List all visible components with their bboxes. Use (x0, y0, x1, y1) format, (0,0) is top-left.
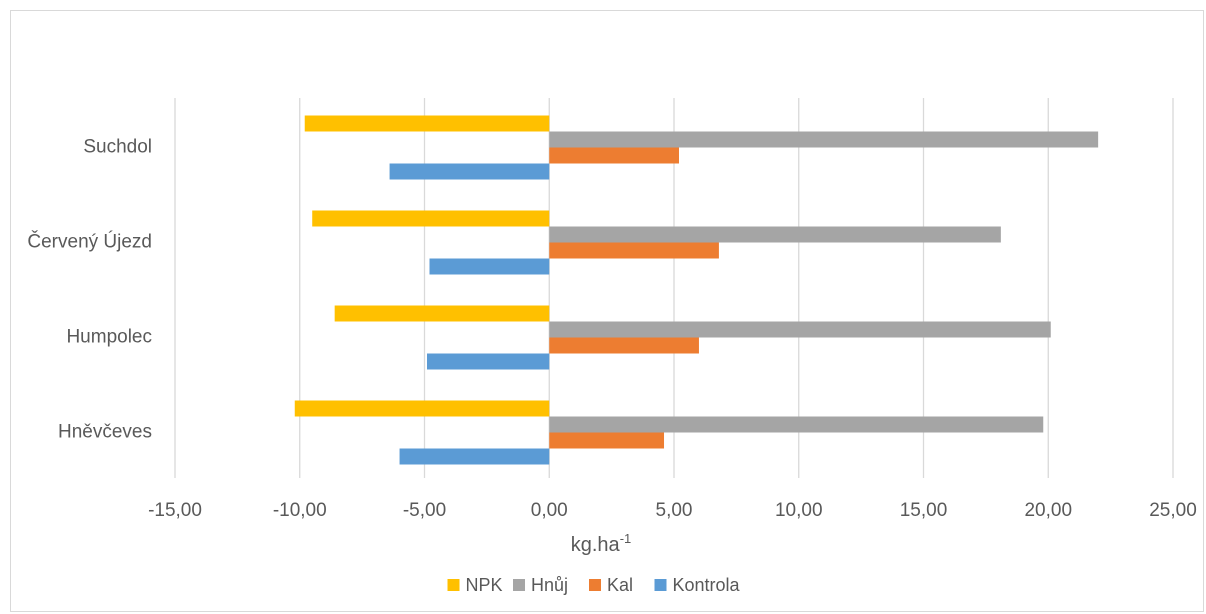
bar-kal-3 (549, 337, 699, 354)
bar-npk-4 (294, 400, 550, 417)
category-label: Humpolec (66, 327, 152, 348)
bar-npk-3 (334, 305, 550, 322)
x-axis-title: kg.ha-1 (571, 531, 632, 556)
legend-swatch-hnůj (513, 579, 525, 591)
category-label: Suchdol (83, 137, 152, 158)
x-tick-label: 0,00 (531, 500, 568, 521)
bar-hnůj-3 (549, 321, 1051, 338)
category-label: Hněvčeves (58, 422, 152, 443)
bar-kontrola-3 (426, 353, 550, 370)
bar-kontrola-1 (389, 163, 550, 180)
bar-kontrola-4 (399, 448, 550, 465)
legend-swatch-kal (589, 579, 601, 591)
bar-hnůj-4 (549, 416, 1044, 433)
x-tick-label: -15,00 (148, 500, 202, 521)
legend-swatch-kontrola (654, 579, 667, 591)
x-axis-title-exponent: -1 (620, 531, 632, 546)
bar-kontrola-2 (429, 258, 550, 275)
legend-label: Kal (607, 575, 633, 595)
chart-area (10, 10, 1204, 612)
bar-kal-1 (549, 147, 679, 164)
bar-npk-1 (304, 115, 550, 132)
x-tick-label: 10,00 (775, 500, 823, 521)
bar-hnůj-1 (549, 131, 1099, 148)
x-tick-label: -10,00 (273, 500, 327, 521)
bar-kal-4 (549, 432, 665, 449)
x-tick-label: 5,00 (656, 500, 693, 521)
y-axis-categories: Suchdol Červený Újezd Humpolec Hněvčeves (27, 137, 152, 443)
x-tick-label: -5,00 (403, 500, 446, 521)
x-axis-ticks: -15,00 -10,00 -5,00 0,00 5,00 10,00 15,00 20,00… (148, 500, 1197, 521)
x-tick-label: 15,00 (900, 500, 948, 521)
legend-label: Kontrola (673, 575, 741, 595)
bar-kal-2 (549, 242, 719, 259)
legend: NPK Hnůj Kal Kontrola (447, 575, 741, 595)
category-label: Červený Újezd (27, 231, 152, 253)
bars (294, 115, 1099, 465)
bar-hnůj-2 (549, 226, 1001, 243)
legend-label: NPK (466, 575, 503, 595)
legend-swatch-npk (447, 579, 460, 591)
x-tick-label: 20,00 (1024, 500, 1072, 521)
legend-label: Hnůj (531, 575, 568, 595)
bar-npk-2 (312, 210, 550, 227)
x-tick-label: 25,00 (1149, 500, 1197, 521)
x-axis-title-main: kg.ha (571, 534, 621, 556)
